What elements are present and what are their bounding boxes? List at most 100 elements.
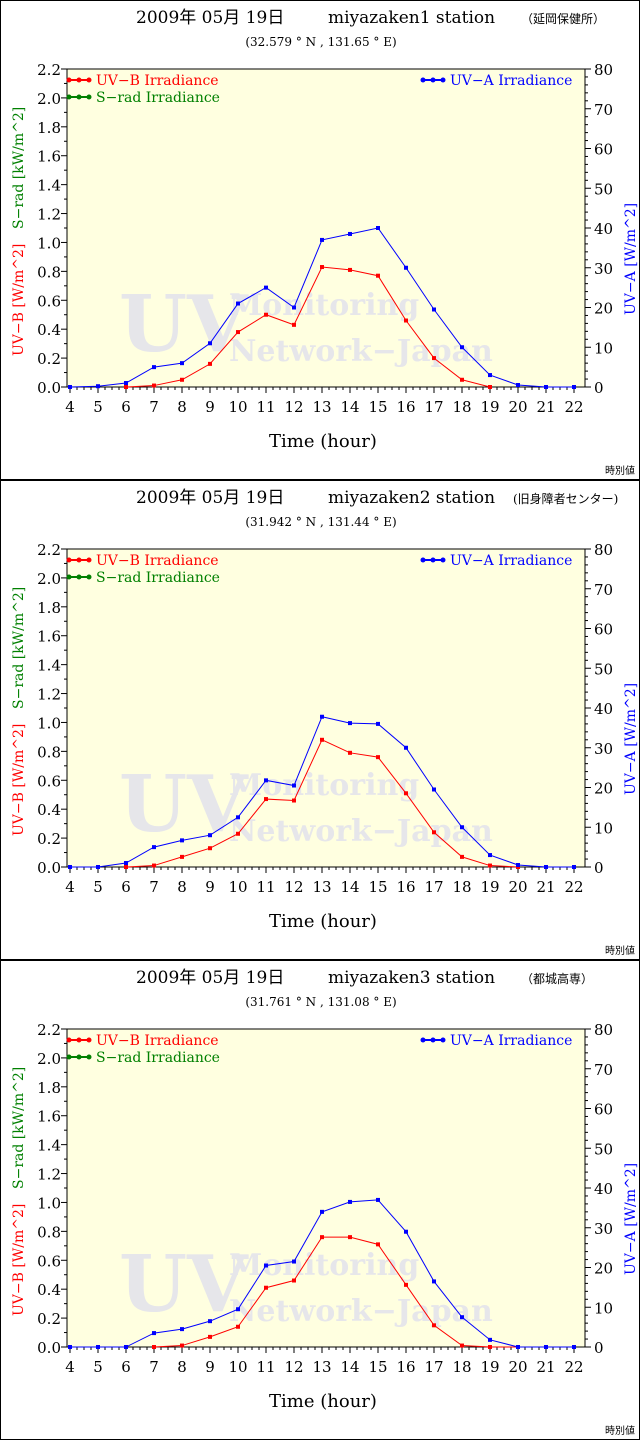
y-tick-label-right: 20 bbox=[594, 1260, 613, 1278]
x-tick-label: 7 bbox=[149, 1358, 159, 1376]
watermark: Monitoring bbox=[229, 1248, 419, 1283]
x-tick-label: 11 bbox=[256, 878, 275, 896]
legend-marker bbox=[420, 77, 426, 83]
series-line bbox=[125, 266, 491, 388]
legend-marker bbox=[76, 574, 82, 580]
data-point bbox=[180, 361, 184, 366]
legend-marker bbox=[440, 1037, 446, 1043]
x-tick-label: 21 bbox=[536, 398, 555, 416]
y-tick-label-left: 0.2 bbox=[37, 1310, 61, 1328]
data-point bbox=[292, 305, 296, 310]
x-tick-label: 17 bbox=[424, 1358, 443, 1376]
watermark: UV bbox=[119, 759, 249, 850]
data-point bbox=[180, 1343, 184, 1348]
y-tick-label-left: 1.0 bbox=[37, 1194, 61, 1212]
y-tick-label-right: 20 bbox=[594, 300, 613, 318]
data-point bbox=[572, 865, 576, 869]
data-point bbox=[208, 833, 212, 838]
legend-label: S−rad Irradiance bbox=[96, 570, 220, 586]
y-tick-label-left: 1.6 bbox=[37, 628, 61, 646]
y-tick-label-right: 30 bbox=[594, 1220, 613, 1238]
y-axis-title-srad: S−rad [kW/m^2] bbox=[11, 1067, 27, 1189]
x-axis-title: Time (hour) bbox=[269, 1391, 377, 1412]
y-tick-label-left: 2.2 bbox=[37, 61, 61, 79]
x-tick-label: 6 bbox=[121, 878, 131, 896]
x-tick-label: 14 bbox=[340, 1358, 359, 1376]
x-tick-label: 14 bbox=[340, 398, 359, 416]
legend-marker bbox=[76, 77, 82, 83]
x-tick-label: 16 bbox=[396, 878, 415, 896]
y-tick-label-left: 1.4 bbox=[37, 177, 61, 195]
data-point bbox=[152, 383, 156, 388]
y-tick-label-left: 0.0 bbox=[37, 379, 61, 397]
data-point bbox=[236, 1307, 240, 1312]
chart-date: 2009年 05月 19日 bbox=[136, 8, 284, 28]
watermark: UV bbox=[119, 279, 249, 370]
x-tick-label: 17 bbox=[424, 878, 443, 896]
legend-marker bbox=[86, 1054, 92, 1060]
x-tick-label: 17 bbox=[424, 398, 443, 416]
x-tick-label: 4 bbox=[65, 878, 75, 896]
x-tick-label: 8 bbox=[177, 878, 187, 896]
x-tick-label: 9 bbox=[205, 878, 215, 896]
chart-date: 2009年 05月 19日 bbox=[136, 968, 284, 988]
x-tick-label: 7 bbox=[149, 398, 159, 416]
data-point bbox=[152, 845, 156, 850]
data-point bbox=[124, 1345, 128, 1349]
x-tick-label: 5 bbox=[93, 1358, 103, 1376]
station-name: miyazaken3 station bbox=[328, 968, 495, 988]
data-point bbox=[96, 1345, 100, 1349]
data-point bbox=[376, 1197, 380, 1202]
y-tick-label-right: 50 bbox=[594, 660, 613, 678]
x-tick-label: 21 bbox=[536, 878, 555, 896]
legend-label: S−rad Irradiance bbox=[96, 90, 220, 106]
data-point bbox=[292, 798, 296, 803]
data-point bbox=[488, 1337, 492, 1342]
y-axis-title-uvb: UV−B [W/m^2] bbox=[11, 244, 27, 356]
legend-label: UV−B Irradiance bbox=[96, 553, 219, 569]
x-tick-label: 21 bbox=[536, 1358, 555, 1376]
y-tick-label-right: 60 bbox=[594, 621, 613, 639]
y-tick-label-right: 0 bbox=[594, 859, 604, 877]
data-point bbox=[460, 1315, 464, 1320]
data-point bbox=[152, 863, 156, 868]
x-tick-label: 13 bbox=[312, 1358, 331, 1376]
chart-svg: 2009年 05月 19日 miyazaken1 station （延岡保健所） (3… bbox=[11, 8, 639, 477]
x-tick-label: 16 bbox=[396, 398, 415, 416]
data-point bbox=[432, 307, 436, 312]
x-tick-label: 15 bbox=[368, 398, 387, 416]
data-point bbox=[376, 755, 380, 760]
y-tick-label-right: 40 bbox=[594, 1180, 613, 1198]
y-axis-title-srad: S−rad [kW/m^2] bbox=[11, 107, 27, 229]
data-point bbox=[124, 861, 128, 866]
data-point bbox=[460, 825, 464, 830]
x-tick-label: 19 bbox=[480, 1358, 499, 1376]
footer-label: 時別値 bbox=[605, 944, 635, 957]
plot-area bbox=[66, 548, 586, 868]
data-point bbox=[488, 1345, 492, 1349]
data-point bbox=[404, 1229, 408, 1234]
x-tick-label: 15 bbox=[368, 1358, 387, 1376]
legend-label: UV−A Irradiance bbox=[450, 73, 572, 89]
legend-marker bbox=[430, 77, 436, 83]
data-point bbox=[320, 265, 324, 270]
y-tick-label-left: 0.4 bbox=[37, 1281, 61, 1299]
y-tick-label-right: 70 bbox=[594, 581, 613, 599]
legend-marker bbox=[76, 94, 82, 100]
legend-marker bbox=[66, 94, 72, 100]
y-tick-label-left: 1.4 bbox=[37, 1137, 61, 1155]
x-tick-label: 8 bbox=[177, 398, 187, 416]
y-tick-label-left: 0.2 bbox=[37, 350, 61, 368]
data-point bbox=[404, 791, 408, 796]
y-tick-label-right: 10 bbox=[594, 1299, 613, 1317]
y-tick-label-right: 60 bbox=[594, 141, 613, 159]
x-tick-label: 4 bbox=[65, 398, 75, 416]
y-tick-label-right: 80 bbox=[594, 541, 613, 559]
station-name-jp: （延岡保健所） bbox=[521, 12, 605, 26]
x-tick-label: 11 bbox=[256, 1358, 275, 1376]
data-point bbox=[348, 1199, 352, 1204]
data-point bbox=[236, 1324, 240, 1329]
y-tick-label-right: 80 bbox=[594, 61, 613, 79]
data-point bbox=[432, 830, 436, 835]
data-point bbox=[432, 1323, 436, 1328]
